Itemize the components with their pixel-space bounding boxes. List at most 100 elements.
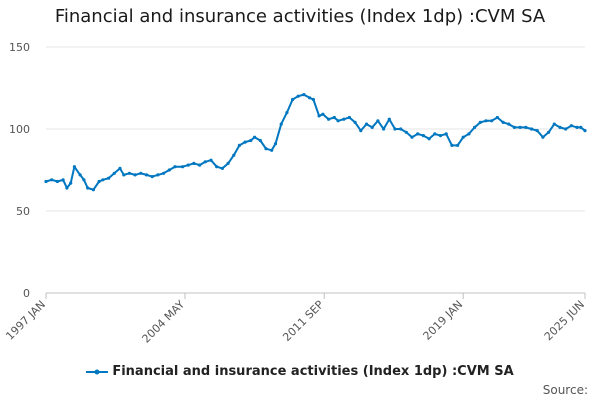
legend[interactable]: Financial and insurance activities (Inde… [0, 364, 600, 379]
data-point [364, 122, 369, 126]
data-point [264, 147, 268, 151]
data-point [433, 132, 437, 136]
data-point [501, 120, 505, 124]
data-point [575, 125, 579, 129]
data-point [192, 161, 196, 165]
data-point [311, 97, 315, 102]
data-point [478, 120, 482, 124]
series-layer [44, 93, 587, 192]
data-point [69, 181, 73, 185]
data-point [86, 186, 90, 190]
data-point [291, 97, 295, 102]
data-point [91, 188, 95, 192]
data-point [44, 179, 48, 184]
data-point [490, 119, 494, 123]
data-point [139, 171, 143, 175]
data-point [410, 135, 414, 139]
data-point [382, 127, 386, 131]
data-point [232, 153, 236, 157]
legend-line-symbol [86, 369, 109, 374]
data-point [243, 140, 247, 144]
y-tick-label: 100 [9, 123, 30, 136]
data-point [61, 178, 65, 182]
data-point [253, 135, 257, 139]
data-point [78, 173, 82, 177]
x-tick-label: 2011 SEP [280, 298, 326, 344]
data-point [579, 125, 583, 129]
legend-label: Financial and insurance activities (Inde… [112, 364, 514, 379]
line-chart: 0 50 100 150 1997 JAN 2004 MAY 2011 SEP 2019 J… [3, 41, 587, 346]
data-point [97, 179, 101, 184]
data-point [144, 173, 149, 177]
data-point [101, 178, 105, 182]
data-point [404, 130, 408, 134]
data-point [279, 122, 283, 126]
data-point [387, 117, 391, 121]
data-point [450, 143, 454, 147]
data-point [321, 112, 325, 116]
data-point [529, 127, 534, 131]
data-point [444, 132, 448, 136]
data-point [541, 135, 545, 139]
data-point [558, 125, 562, 129]
x-axis: 1997 JAN 2004 MAY 2011 SEP 2019 JAN 2025 JUN [3, 293, 587, 346]
data-point [569, 124, 573, 128]
x-tick-label: 2019 JAN [421, 298, 466, 343]
data-point [353, 120, 357, 124]
data-point [50, 178, 54, 182]
data-point [162, 171, 166, 175]
data-point [552, 122, 556, 126]
data-point [156, 173, 160, 177]
data-point [524, 125, 528, 129]
data-point [249, 138, 253, 143]
data-point [547, 130, 551, 134]
data-point [376, 119, 380, 123]
y-tick-label: 0 [23, 287, 30, 300]
data-point [270, 148, 274, 152]
data-point [342, 117, 346, 121]
chart-title: Financial and insurance activities (Inde… [54, 6, 546, 27]
data-point [112, 171, 116, 175]
data-point [347, 115, 351, 120]
data-point [456, 143, 460, 147]
data-point [317, 114, 321, 118]
data-point [467, 132, 471, 136]
data-point [82, 178, 86, 182]
data-point [535, 129, 539, 133]
data-point [226, 161, 230, 165]
data-point [427, 137, 431, 141]
data-point [181, 165, 185, 169]
data-point [495, 115, 499, 120]
data-point [512, 125, 517, 129]
data-point [296, 94, 300, 98]
data-point [359, 129, 363, 133]
data-point [215, 165, 219, 169]
gridlines [46, 46, 585, 294]
data-point [203, 160, 207, 164]
data-point [308, 96, 312, 100]
x-tick-label: 1997 JAN [3, 298, 48, 343]
data-point [285, 111, 289, 115]
source-label: Source: [542, 383, 588, 397]
x-tick-label: 2004 MAY [139, 298, 187, 346]
data-point [107, 176, 111, 180]
y-axis: 0 50 100 150 [9, 41, 30, 300]
data-point [484, 119, 488, 123]
data-point [167, 168, 171, 172]
data-point [198, 163, 202, 167]
y-tick-label: 50 [16, 205, 30, 218]
y-tick-label: 150 [9, 41, 30, 54]
data-point [186, 163, 190, 167]
data-point [327, 117, 331, 121]
data-point [438, 134, 443, 138]
data-point [72, 165, 76, 169]
data-point [421, 134, 425, 138]
data-point [393, 127, 397, 131]
data-point [173, 165, 177, 169]
data-point [302, 93, 306, 97]
data-point [370, 125, 374, 129]
data-point [220, 166, 224, 170]
data-point [564, 127, 568, 131]
data-point [127, 171, 131, 175]
data-point [258, 138, 262, 143]
